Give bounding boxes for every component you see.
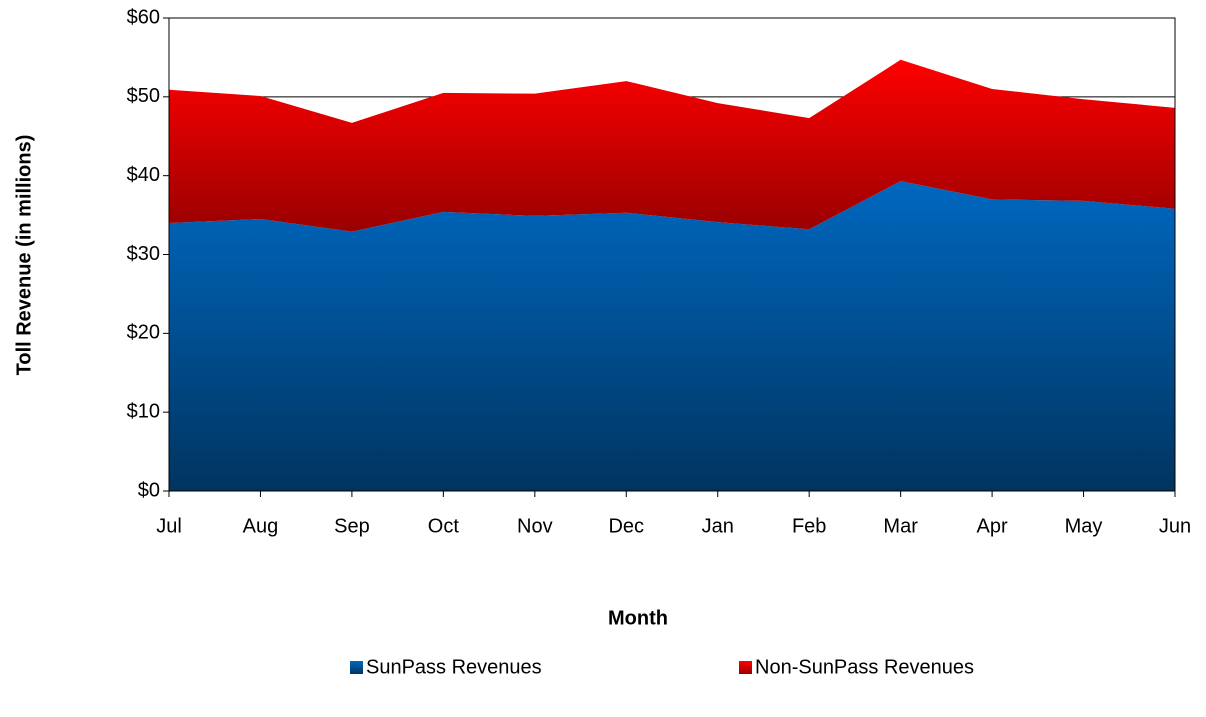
x-tick-label: Aug <box>243 515 279 537</box>
y-tick-label: $10 <box>127 400 160 422</box>
y-tick-label: $40 <box>127 164 160 186</box>
legend-label: Non-SunPass Revenues <box>755 656 974 678</box>
legend-label: SunPass Revenues <box>366 656 542 678</box>
x-tick-label: Apr <box>977 515 1008 537</box>
area <box>169 59 1175 232</box>
legend-swatch <box>739 661 752 674</box>
y-axis-title: Toll Revenue (in millions) <box>13 135 35 376</box>
y-tick-label: $60 <box>127 6 160 28</box>
y-tick-label: $20 <box>127 322 160 344</box>
x-tick-label: Oct <box>428 515 460 537</box>
x-tick-label: Nov <box>517 515 553 537</box>
x-tick-label: Jan <box>702 515 734 537</box>
x-tick-label: Dec <box>608 515 644 537</box>
x-tick-label: Jun <box>1159 515 1191 537</box>
x-tick-label: Mar <box>883 515 918 537</box>
y-tick-label: $0 <box>138 479 160 501</box>
x-tick-label: Feb <box>792 515 826 537</box>
y-tick-label: $50 <box>127 85 160 107</box>
plot-frame <box>168 17 1176 492</box>
legend-swatch <box>350 661 363 674</box>
area <box>169 181 1175 491</box>
x-tick-label: Sep <box>334 515 370 537</box>
y-tick-label: $30 <box>127 243 160 265</box>
x-axis-title: Month <box>608 607 668 629</box>
x-tick-label: Jul <box>156 515 182 537</box>
x-tick-label: May <box>1065 515 1103 537</box>
